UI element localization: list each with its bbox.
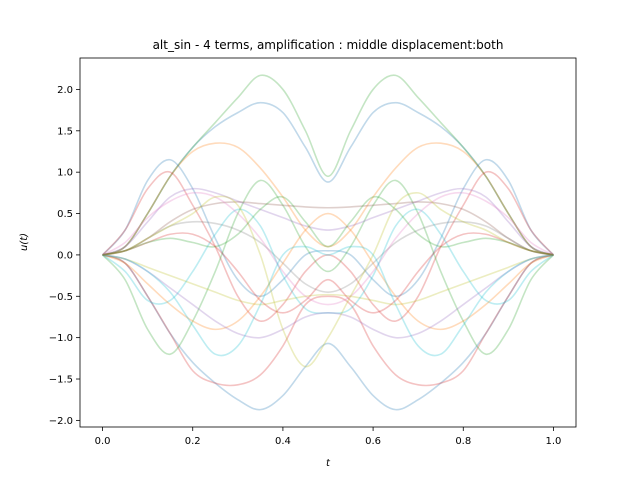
series-line-15 (102, 212, 554, 331)
series-line-4 (102, 254, 554, 387)
x-tick-label: 0.6 (365, 436, 381, 447)
series-line-19 (102, 232, 554, 314)
series-line-12 (102, 254, 554, 306)
y-tick-label: −0.5 (49, 292, 73, 303)
series-line-16 (102, 254, 554, 339)
x-tick-label: 0.8 (455, 436, 471, 447)
series-line-11 (102, 220, 554, 293)
series-line-9 (102, 187, 554, 256)
y-tick-label: −1.0 (49, 333, 73, 344)
series-line-5 (102, 142, 554, 256)
x-tick-label: 0.0 (95, 436, 111, 447)
series-line-8 (101, 179, 555, 355)
x-tick-label: 1.0 (546, 436, 562, 447)
y-tick-label: −1.5 (49, 375, 73, 386)
y-tick-label: 0.0 (57, 250, 73, 261)
series-line-7 (101, 170, 555, 322)
series-line-13 (102, 208, 554, 314)
y-tick-label: 1.5 (57, 126, 73, 137)
series-line-18 (102, 245, 554, 357)
y-tick-label: 1.0 (57, 168, 73, 179)
chart-title: alt_sin - 4 terms, amplification : middl… (153, 38, 504, 52)
y-tick-label: 0.5 (57, 209, 73, 220)
series-line-10 (102, 201, 554, 256)
series-line-17 (102, 191, 554, 368)
series-line-14 (102, 191, 554, 306)
x-tick-label: 0.4 (275, 436, 291, 447)
x-tick-label: 0.2 (185, 436, 201, 447)
series-line-20 (102, 195, 554, 256)
x-axis-ticks: 0.0 0.2 0.4 0.6 0.8 1.0 (95, 427, 562, 447)
x-axis-label: t (326, 458, 331, 469)
series-lines (101, 74, 555, 411)
y-tick-label: −2.0 (49, 416, 73, 427)
series-line-3 (102, 254, 554, 411)
y-tick-label: 2.0 (57, 85, 73, 96)
y-axis-ticks: −2.0 −1.5 −1.0 −0.5 0.0 0.5 1.0 1.5 2.0 (49, 85, 80, 427)
series-line-6 (101, 158, 555, 298)
series-line-1 (102, 101, 554, 256)
series-line-2 (102, 74, 554, 256)
y-axis-label: u(t) (19, 233, 30, 251)
plot-frame (79, 57, 577, 428)
